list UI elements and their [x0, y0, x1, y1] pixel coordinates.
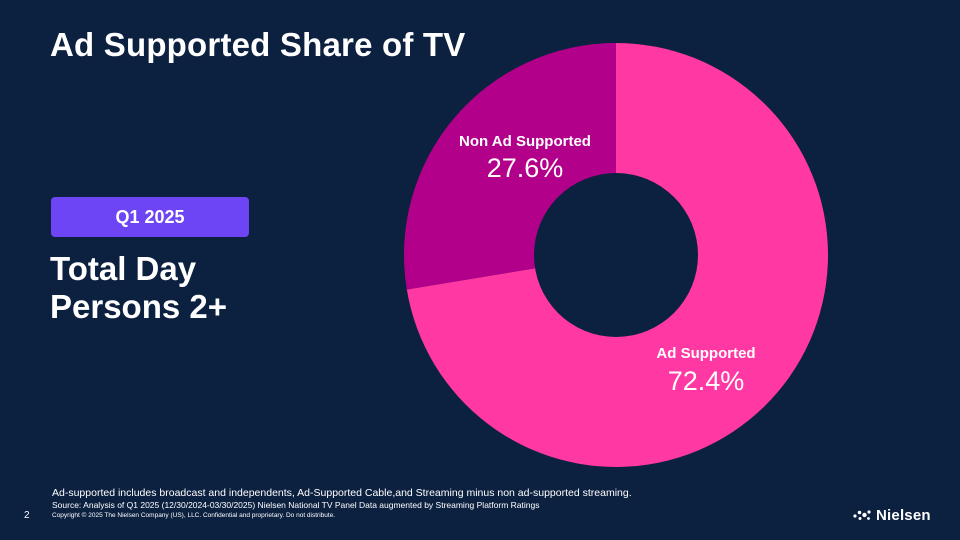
period-badge: Q1 2025	[51, 197, 249, 237]
slice-labels: Ad Supported 72.4% Non Ad Supported 27.6…	[459, 133, 756, 396]
audience-subtitle: Total Day Persons 2+	[50, 250, 227, 326]
slice-value-non-ad-supported: 27.6%	[487, 153, 564, 183]
slice-label-non-ad-supported: Non Ad Supported	[459, 133, 591, 150]
source-note: Source: Analysis of Q1 2025 (12/30/2024-…	[52, 500, 540, 510]
donut-hole	[534, 173, 698, 337]
slice-label-ad-supported: Ad Supported	[656, 345, 755, 362]
footnote: Ad-supported includes broadcast and inde…	[52, 487, 632, 499]
logo-text: Nielsen	[876, 506, 931, 524]
copyright-text: Copyright © 2025 The Nielsen Company (US…	[52, 512, 336, 519]
nielsen-logo: Nielsen	[852, 505, 931, 525]
page-number: 2	[24, 510, 30, 521]
subtitle-line-2: Persons 2+	[50, 288, 228, 325]
slice-value-ad-supported: 72.4%	[668, 366, 745, 396]
page-title: Ad Supported Share of TV	[50, 26, 466, 63]
nielsen-dots-icon	[853, 510, 871, 520]
subtitle-line-1: Total Day	[50, 250, 197, 287]
